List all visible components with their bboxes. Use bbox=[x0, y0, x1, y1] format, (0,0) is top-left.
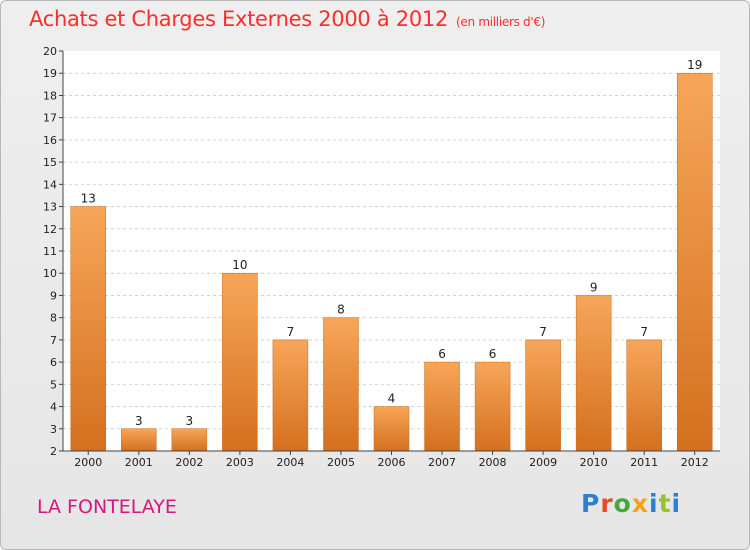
value-label: 8 bbox=[337, 303, 345, 317]
x-tick-label: 2001 bbox=[125, 456, 153, 469]
town-name: LA FONTELAYE bbox=[37, 496, 177, 518]
unit-label: (en milliers d'€) bbox=[456, 15, 546, 29]
y-tick-label: 19 bbox=[43, 67, 57, 80]
y-tick-label: 7 bbox=[50, 334, 57, 347]
bar bbox=[70, 206, 107, 452]
y-tick-label: 20 bbox=[43, 45, 57, 58]
value-label: 9 bbox=[590, 280, 598, 294]
proxiti-logo: Proxiti bbox=[581, 489, 682, 518]
bar bbox=[373, 406, 410, 452]
bar bbox=[222, 272, 258, 452]
y-tick-label: 18 bbox=[43, 89, 57, 102]
value-label: 19 bbox=[687, 58, 702, 72]
value-label: 10 bbox=[232, 258, 247, 272]
value-label: 6 bbox=[438, 347, 446, 361]
y-tick-label: 2 bbox=[50, 445, 57, 458]
y-tick-label: 9 bbox=[50, 289, 57, 302]
y-tick-label: 14 bbox=[43, 178, 57, 191]
x-tick-label: 2012 bbox=[681, 456, 709, 469]
bar bbox=[525, 339, 561, 452]
bar bbox=[626, 339, 662, 452]
x-tick-label: 2004 bbox=[276, 456, 304, 469]
x-tick-label: 2005 bbox=[327, 456, 355, 469]
x-tick-label: 2000 bbox=[74, 456, 102, 469]
bar bbox=[171, 428, 208, 452]
y-tick-label: 6 bbox=[50, 356, 57, 369]
title-text: Achats et Charges Externes 2000 à 2012 bbox=[29, 7, 449, 31]
value-label: 4 bbox=[388, 392, 396, 406]
bar bbox=[474, 361, 511, 452]
bar bbox=[272, 339, 309, 452]
x-tick-label: 2008 bbox=[479, 456, 507, 469]
value-label: 6 bbox=[489, 347, 497, 361]
x-tick-label: 2006 bbox=[378, 456, 406, 469]
value-label: 7 bbox=[287, 325, 295, 339]
x-tick-label: 2007 bbox=[428, 456, 456, 469]
bar bbox=[121, 428, 157, 452]
x-tick-label: 2002 bbox=[175, 456, 203, 469]
x-tick-label: 2010 bbox=[580, 456, 608, 469]
value-label: 3 bbox=[135, 414, 143, 428]
y-tick-label: 3 bbox=[50, 423, 57, 436]
y-tick-label: 15 bbox=[43, 156, 57, 169]
x-tick-label: 2003 bbox=[226, 456, 254, 469]
bar bbox=[424, 361, 460, 452]
y-tick-label: 4 bbox=[50, 401, 57, 414]
value-label: 3 bbox=[186, 414, 194, 428]
y-tick-label: 10 bbox=[43, 267, 57, 280]
x-tick-label: 2009 bbox=[529, 456, 557, 469]
y-tick-label: 16 bbox=[43, 134, 57, 147]
bar bbox=[323, 317, 359, 452]
y-tick-label: 17 bbox=[43, 112, 57, 125]
y-tick-label: 8 bbox=[50, 312, 57, 325]
x-tick-label: 2011 bbox=[630, 456, 658, 469]
bar bbox=[575, 295, 612, 452]
value-label: 7 bbox=[640, 325, 648, 339]
y-tick-label: 5 bbox=[50, 378, 57, 391]
y-tick-label: 13 bbox=[43, 201, 57, 214]
y-tick-label: 11 bbox=[43, 245, 57, 258]
y-tick-label: 12 bbox=[43, 223, 57, 236]
value-label: 7 bbox=[539, 325, 547, 339]
chart-title: Achats et Charges Externes 2000 à 2012 (e… bbox=[29, 7, 545, 31]
bar bbox=[676, 72, 713, 452]
value-label: 13 bbox=[81, 192, 96, 206]
